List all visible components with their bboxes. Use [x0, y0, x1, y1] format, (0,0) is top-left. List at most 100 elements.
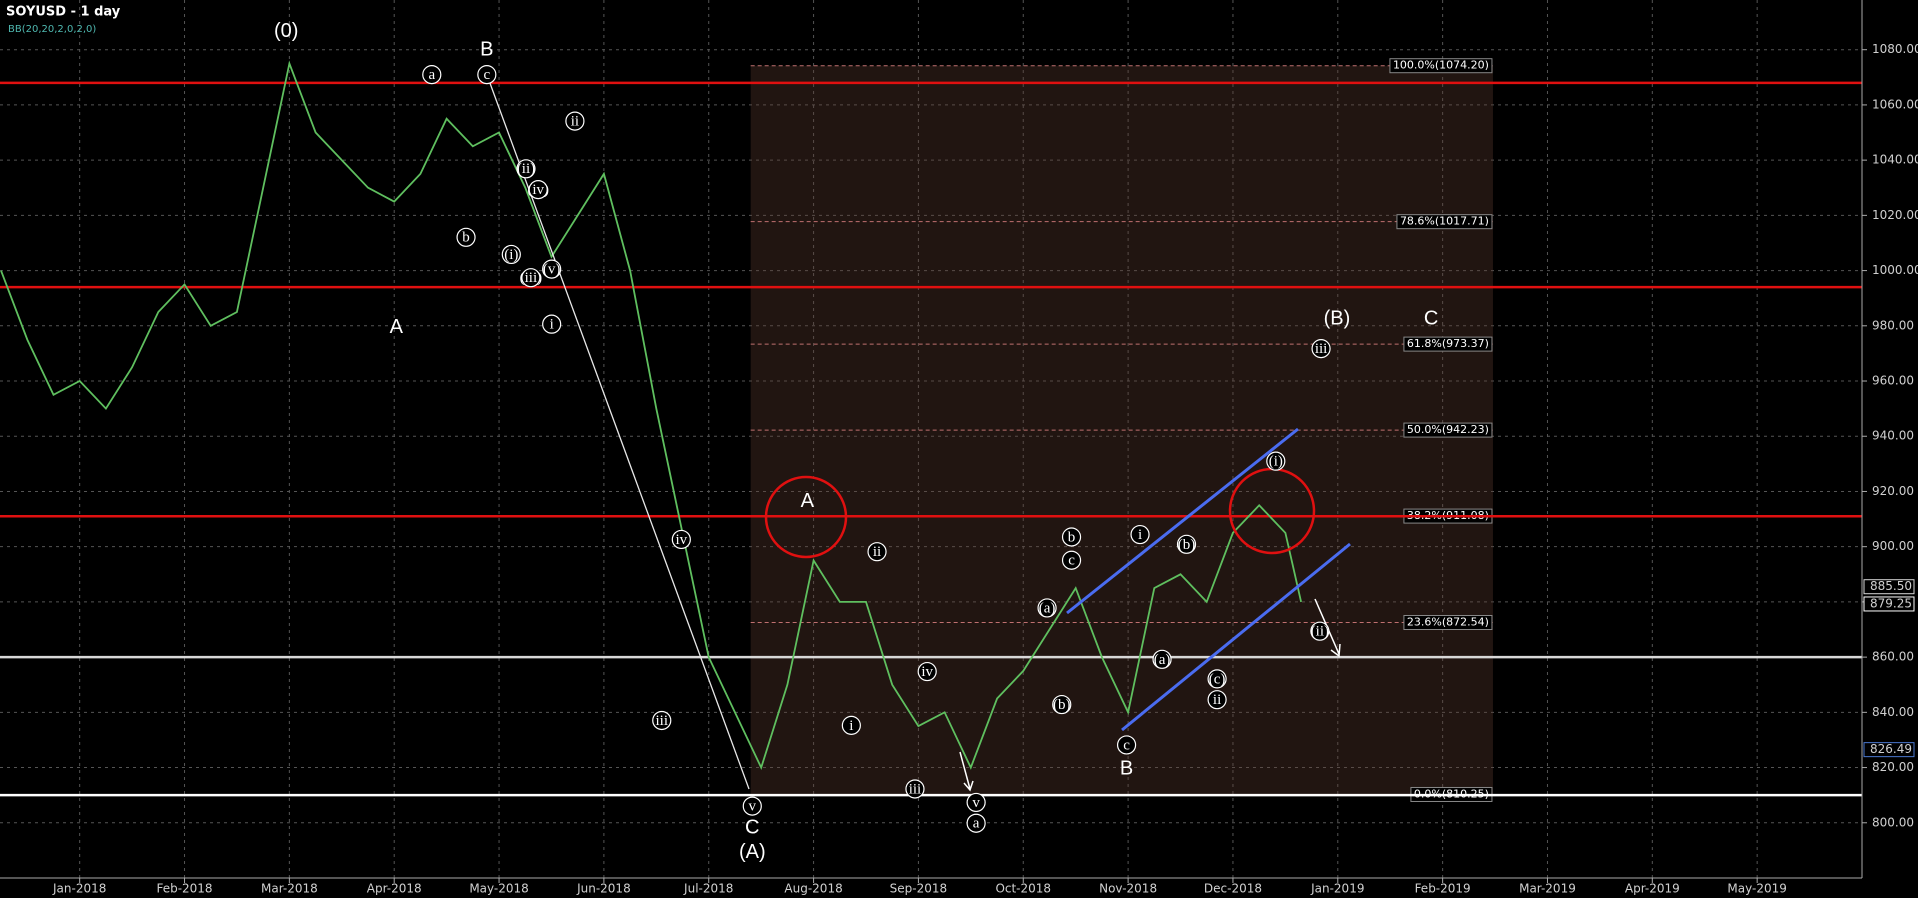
wave-circle [1310, 621, 1330, 641]
y-tick-label: 920.00 [1872, 484, 1914, 498]
price-marker [1863, 596, 1915, 612]
wave-label: (a) [1154, 652, 1171, 668]
y-tick-label: 940.00 [1872, 429, 1914, 443]
price-marker-label: 879.25 [1870, 596, 1912, 610]
x-tick-label: Feb-2019 [1415, 882, 1471, 896]
wave-label: C [745, 816, 759, 838]
wave-label: i [849, 718, 853, 734]
wave-label: A [801, 490, 815, 512]
fib-label: 50.0%(942.23) [1407, 423, 1489, 436]
y-tick-label: 960.00 [1872, 374, 1914, 388]
wave-label: iii [656, 713, 669, 729]
x-tick-label: Aug-2018 [784, 882, 842, 896]
wave-circle [477, 65, 497, 85]
price-marker [1863, 742, 1915, 758]
wave-circle [841, 715, 861, 735]
price-marker [1863, 579, 1915, 595]
x-tick-label: Mar-2019 [1519, 882, 1576, 896]
wave-label: (B) [1324, 308, 1351, 330]
x-tick-label: Jun-2018 [576, 882, 631, 896]
wave-circle [652, 710, 672, 731]
fib-label: 23.6%(872.54) [1407, 615, 1489, 628]
arrow [959, 751, 974, 792]
y-tick-label: 800.00 [1872, 815, 1914, 829]
wave-label: c [484, 67, 491, 83]
price [0, 60, 1302, 771]
wave-label: (ii) [517, 161, 535, 177]
fib-label-box [1403, 336, 1493, 352]
wave-circle [528, 179, 548, 200]
x-tick-label: Feb-2018 [156, 882, 212, 896]
y-tick-label: 840.00 [1872, 705, 1914, 719]
wave-circle [905, 779, 925, 799]
chart-title: SOYUSD - 1 day [6, 5, 121, 20]
wave-circle [742, 796, 762, 816]
wave-circle [966, 792, 986, 813]
x-tick-label: Jan-2019 [1310, 882, 1364, 896]
wave-label: b [462, 230, 470, 246]
price-marker-label: 885.50 [1870, 579, 1912, 593]
wave-label: i [1138, 527, 1142, 543]
fib-label-box [1403, 614, 1493, 630]
axes: 800.00820.00840.00860.00880.00900.00920.… [52, 42, 1918, 895]
x-tick-label: Jul-2018 [683, 882, 733, 896]
wave-label: v [749, 799, 757, 815]
channel-line [1121, 542, 1351, 732]
wave-label: a [973, 816, 980, 832]
wave-circle [521, 268, 541, 288]
wave-circle [516, 159, 536, 179]
wave-label: (iv) [527, 182, 549, 198]
wave-label: (i) [1269, 454, 1283, 470]
channel-line [1066, 427, 1299, 615]
fib-label-box [1403, 422, 1493, 438]
wave-circle [1176, 534, 1197, 554]
wave-label: B [480, 38, 493, 60]
highlight-circle [764, 475, 848, 559]
y-tick-label: 900.00 [1872, 539, 1914, 553]
x-tick-label: May-2018 [469, 882, 528, 896]
wave-label: (ii) [1311, 624, 1329, 640]
wave-label: C [1424, 308, 1438, 330]
wave-label: iv [675, 532, 687, 548]
wave-circle [1052, 694, 1072, 715]
y-tick-label: 820.00 [1872, 760, 1914, 774]
y-tick-label: 1040.00 [1872, 153, 1918, 167]
x-tick-label: Sep-2018 [890, 882, 948, 896]
y-tick-label: 1060.00 [1872, 97, 1918, 111]
price-line [0, 60, 1302, 771]
wave-circle [1207, 669, 1227, 689]
fib-label: 61.8%(973.37) [1407, 337, 1489, 350]
wave-circle [1037, 598, 1057, 618]
wave-label: (iii) [520, 270, 543, 286]
fib-label: 78.6%(1017.71) [1400, 215, 1489, 228]
wave-label: c [1123, 737, 1130, 753]
wave-label: ii [571, 114, 579, 130]
fib-label-box [1396, 214, 1493, 230]
wave-circle [1266, 451, 1286, 471]
wave-circle [565, 111, 585, 131]
wave-circle [917, 661, 937, 682]
wave-label: v [972, 795, 980, 811]
x-tick-label: Apr-2018 [367, 882, 422, 896]
levels [0, 81, 1862, 797]
y-tick-label: 980.00 [1872, 318, 1914, 332]
wave-label: A [390, 316, 404, 338]
x-tick-label: Nov-2018 [1099, 882, 1157, 896]
wave-circle [1311, 339, 1331, 359]
x-tick-label: May-2019 [1727, 882, 1786, 896]
y-tick-label: 860.00 [1872, 650, 1914, 664]
wave-circle [1116, 735, 1137, 755]
price-marker-label: 826.49 [1870, 742, 1912, 756]
wave-circle [966, 813, 986, 833]
fib-label: 100.0%(1074.20) [1393, 59, 1489, 72]
wave-label: B [1120, 758, 1133, 780]
wave-label: (i) [504, 247, 518, 263]
wave-circle [422, 65, 442, 85]
y-tick-label: 1080.00 [1872, 42, 1918, 56]
x-tick-label: Oct-2018 [995, 882, 1051, 896]
wave-label: ii [1213, 692, 1221, 708]
wave-circle [456, 227, 476, 247]
